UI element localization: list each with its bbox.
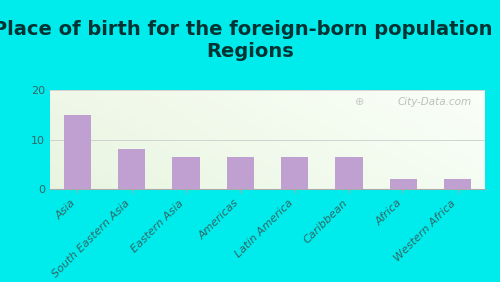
Bar [226,157,254,189]
Bar [118,149,145,189]
Bar [336,157,362,189]
Bar [64,115,91,189]
Bar [390,179,417,189]
Bar [172,157,200,189]
Bar [444,179,471,189]
Text: Place of birth for the foreign-born population -
Regions: Place of birth for the foreign-born popu… [0,20,500,61]
Text: City-Data.com: City-Data.com [398,97,472,107]
Bar [281,157,308,189]
Text: ⊕: ⊕ [354,97,364,107]
